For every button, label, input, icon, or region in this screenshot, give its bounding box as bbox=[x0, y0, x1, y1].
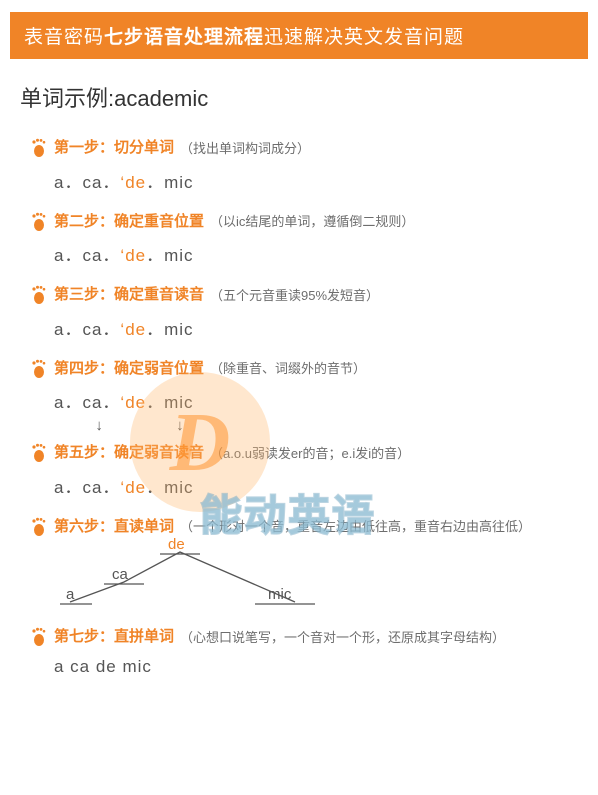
footprint-icon bbox=[30, 443, 48, 463]
step: 第七步：直拼单词 （心想口说笔写，一个音对一个形，还原成其字母结构） a ca de… bbox=[0, 626, 598, 677]
step: 第二步：确定重音位置 （以ic结尾的单词，遵循倒二规则） a．ca．‘de．mic bbox=[0, 211, 598, 267]
step-body: a ca de mic bbox=[54, 657, 578, 677]
stress-syllable: ‘de bbox=[120, 478, 146, 497]
step-body: a．ca．‘de．mic bbox=[54, 241, 578, 266]
footprint-icon bbox=[30, 627, 48, 647]
step-note: （心想口说笔写，一个音对一个形，还原成其字母结构） bbox=[180, 628, 505, 648]
diagram-label: de bbox=[168, 536, 185, 553]
step-body: a．ca．‘de．mic bbox=[54, 473, 578, 498]
diagram-label: ca bbox=[112, 566, 128, 583]
stress-syllable: ‘de bbox=[120, 246, 146, 265]
step-label: 第二步：确定重音位置 bbox=[54, 211, 204, 234]
step-label: 第四步：确定弱音位置 bbox=[54, 358, 204, 381]
footprint-icon bbox=[30, 212, 48, 232]
stress-syllable: ‘de bbox=[120, 393, 146, 412]
step-label: 第五步：确定弱音读音 bbox=[54, 442, 204, 465]
intonation-diagram: academic bbox=[60, 542, 320, 612]
step-body: a．ca．‘de．mic bbox=[54, 168, 578, 193]
syllable: ．mic bbox=[146, 246, 193, 265]
step-note: （找出单词构词成分） bbox=[180, 139, 310, 159]
footprint-icon bbox=[30, 517, 48, 537]
footprint-icon bbox=[30, 359, 48, 379]
diagram-label: mic bbox=[268, 586, 291, 603]
step: 第五步：确定弱音读音 （a.o.u弱读发er的音；e.i发i的音） a．ca．‘de… bbox=[0, 442, 598, 498]
step-head: 第二步：确定重音位置 （以ic结尾的单词，遵循倒二规则） bbox=[30, 211, 578, 234]
step-note: （一个形对一个音，重音左边由低往高，重音右边由高往低） bbox=[180, 517, 531, 537]
footprint-icon bbox=[30, 627, 48, 647]
footprint-icon bbox=[30, 359, 48, 379]
stress-syllable: ‘de bbox=[120, 173, 146, 192]
step: 第一步：切分单词 （找出单词构词成分） a．ca．‘de．mic bbox=[0, 137, 598, 193]
footprint-icon bbox=[30, 443, 48, 463]
diagram-label: a bbox=[66, 586, 74, 603]
syllable: a．ca． bbox=[54, 478, 120, 497]
step-note: （除重音、词缀外的音节） bbox=[210, 359, 366, 379]
syllable: a．ca． bbox=[54, 320, 120, 339]
steps-list: 第一步：切分单词（找出单词构词成分）a．ca．‘de．mic 第二步：确定重音位… bbox=[0, 137, 598, 677]
step-head: 第七步：直拼单词 （心想口说笔写，一个音对一个形，还原成其字母结构） bbox=[30, 626, 578, 649]
syllable: a．ca． bbox=[54, 246, 120, 265]
header-part2: 七步语音处理流程 bbox=[104, 22, 264, 49]
step-label: 第一步：切分单词 bbox=[54, 137, 174, 160]
step-label: 第六步：直读单词 bbox=[54, 516, 174, 539]
header-part3: 迅速解决英文发音问题 bbox=[264, 22, 464, 49]
syllable: ．mic bbox=[146, 173, 193, 192]
step-note: （五个元音重读95%发短音） bbox=[210, 286, 379, 306]
stress-syllable: ‘de bbox=[120, 320, 146, 339]
step-head: 第三步：确定重音读音 （五个元音重读95%发短音） bbox=[30, 284, 578, 307]
footprint-icon bbox=[30, 138, 48, 158]
header-bar: 表音密码 七步语音处理流程 迅速解决英文发音问题 bbox=[10, 12, 588, 59]
footprint-icon bbox=[30, 285, 48, 305]
step-body: a．ca．‘de．mic bbox=[54, 315, 578, 340]
footprint-icon bbox=[30, 138, 48, 158]
step-head: 第六步：直读单词 （一个形对一个音，重音左边由低往高，重音右边由高往低） bbox=[30, 516, 578, 539]
arrow-row: ↓ ↓ bbox=[54, 417, 578, 434]
step-body: a．ca．‘de．mic bbox=[54, 388, 578, 413]
footprint-icon bbox=[30, 285, 48, 305]
step: 第六步：直读单词 （一个形对一个音，重音左边由低往高，重音右边由高往低） a ca de… bbox=[0, 516, 598, 613]
step-label: 第七步：直拼单词 bbox=[54, 626, 174, 649]
step: 第四步：确定弱音位置 （除重音、词缀外的音节） a．ca．‘de．mic ↓ ↓ bbox=[0, 358, 598, 435]
example-title: 单词示例:academic bbox=[20, 81, 598, 113]
step-label: 第三步：确定重音读音 bbox=[54, 284, 204, 307]
step: 第三步：确定重音读音 （五个元音重读95%发短音） a．ca．‘de．mic bbox=[0, 284, 598, 340]
syllable: ．mic bbox=[146, 478, 193, 497]
footprint-icon bbox=[30, 517, 48, 537]
step-head: 第四步：确定弱音位置 （除重音、词缀外的音节） bbox=[30, 358, 578, 381]
footprint-icon bbox=[30, 212, 48, 232]
syllable: a ca de mic bbox=[54, 657, 152, 676]
step-note: （a.o.u弱读发er的音；e.i发i的音） bbox=[210, 444, 410, 464]
step-head: 第五步：确定弱音读音 （a.o.u弱读发er的音；e.i发i的音） bbox=[30, 442, 578, 465]
syllable: ．mic bbox=[146, 393, 193, 412]
syllable: ．mic bbox=[146, 320, 193, 339]
header-part1: 表音密码 bbox=[24, 22, 104, 49]
step-note: （以ic结尾的单词，遵循倒二规则） bbox=[210, 212, 414, 232]
syllable: a．ca． bbox=[54, 173, 120, 192]
step-head: 第一步：切分单词 （找出单词构词成分） bbox=[30, 137, 578, 160]
syllable: a．ca． bbox=[54, 393, 120, 412]
